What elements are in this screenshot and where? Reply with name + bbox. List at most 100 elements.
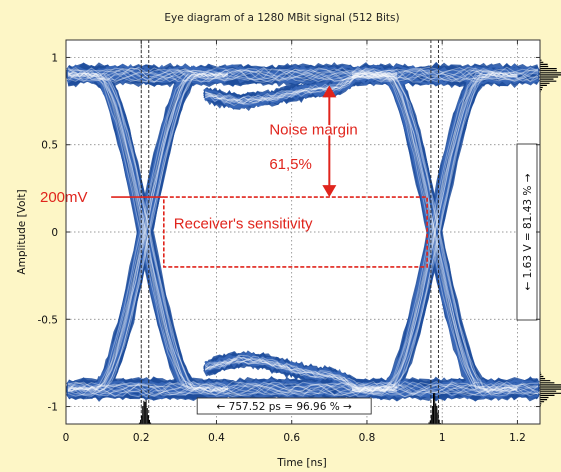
eye-trace-upper-bump — [204, 75, 398, 105]
eye-trace-high — [67, 66, 539, 85]
eye-trace-falling — [351, 73, 518, 393]
eye-trace-rising — [351, 72, 518, 393]
eye-trace-falling — [67, 72, 229, 392]
eye-trace-high — [67, 66, 539, 82]
chart-title: Eye diagram of a 1280 MBit signal (512 B… — [164, 12, 399, 24]
noise-margin-value: 61,5% — [269, 156, 312, 173]
x-axis-ticks: 0 0.2 0.4 0.6 0.8 1 1.2 — [63, 40, 526, 444]
eye-trace-rising — [67, 72, 228, 392]
eye-trace-low — [67, 381, 539, 397]
eye-trace-low — [67, 381, 539, 398]
eye-trace-high — [67, 67, 539, 83]
eye-trace-upper-bump — [204, 73, 398, 105]
eye-trace-falling — [351, 72, 518, 393]
x-tick-label: 0 — [63, 432, 70, 444]
eye-trace-upper-bump — [205, 69, 398, 102]
eye-trace-lower-bump — [204, 356, 398, 392]
eye-trace-high — [67, 66, 539, 83]
eye-trace-falling — [351, 71, 518, 392]
y-tick-label: 0.5 — [41, 140, 58, 152]
eye-trace-low — [67, 381, 539, 398]
eye-trace-falling — [67, 72, 228, 392]
eye-trace-lower-bump — [205, 356, 398, 391]
eye-trace-lower-bump — [204, 355, 398, 391]
x-tick-label: 0.2 — [133, 432, 150, 444]
eye-trace-high — [67, 66, 539, 83]
eye-trace-high — [67, 66, 539, 83]
eye-trace-lower-bump — [205, 356, 398, 393]
eye-trace-lower-bump — [204, 354, 398, 390]
eye-trace-high — [67, 67, 539, 84]
eye-trace-falling — [67, 71, 228, 392]
eye-trace-upper-bump — [205, 74, 398, 107]
eye-trace-low — [67, 379, 539, 400]
eye-trace-falling — [351, 72, 518, 392]
annotations: 200mV Receiver's sensitivity Noise margin 6… — [40, 85, 538, 415]
eye-trace-falling — [351, 71, 518, 392]
eye-trace-low — [67, 380, 539, 399]
y-tick-label: -1 — [48, 402, 58, 414]
eye-trace-rising — [67, 71, 228, 391]
eye-trace-rising — [351, 71, 518, 392]
eye-trace-high — [67, 65, 539, 85]
eye-trace-upper-bump — [204, 71, 398, 101]
x-tick-label: 0.4 — [208, 432, 225, 444]
eye-trace-rising — [351, 72, 518, 392]
eye-trace-falling — [67, 72, 228, 392]
voltage-measure-label: ← 1.63 V = 81.43 % → — [522, 173, 534, 290]
sensitivity-level-label: 200mV — [40, 189, 88, 206]
eye-trace-rising — [67, 72, 229, 392]
eye-trace-high — [67, 66, 539, 82]
eye-trace-falling — [67, 72, 228, 392]
eye-trace-rising — [67, 71, 229, 391]
eye-trace-rising — [351, 72, 518, 393]
eye-trace-low — [67, 380, 539, 397]
eye-trace-upper-bump — [205, 71, 398, 104]
eye-trace-upper-bump — [205, 72, 398, 104]
time-measure-label: ← 757.52 ps = 96.96 % → — [217, 401, 353, 413]
eye-trace-lower-bump — [204, 357, 398, 392]
eye-trace-rising — [351, 71, 518, 393]
x-tick-label: 0.6 — [283, 432, 300, 444]
eye-trace-upper-bump — [204, 70, 398, 102]
eye-trace-rising — [351, 72, 518, 392]
eye-trace-falling — [351, 72, 518, 391]
eye-trace-rising — [67, 72, 228, 393]
y-tick-label: -0.5 — [38, 314, 59, 326]
time-measure-box — [196, 397, 372, 415]
eye-trace-high — [67, 64, 539, 85]
eye-trace-high — [67, 66, 539, 83]
x-tick-label: 1.2 — [509, 432, 526, 444]
eye-trace-falling — [67, 71, 229, 393]
eye-trace-falling — [67, 72, 229, 392]
cursor-lines — [140, 40, 439, 424]
eye-trace-falling — [350, 69, 519, 394]
y-axis-ticks: 1 0.5 0 -0.5 -1 — [38, 52, 540, 414]
eye-trace-falling — [351, 71, 518, 391]
receiver-sensitivity-label: Receiver's sensitivity — [174, 216, 313, 233]
eye-trace-upper-bump — [205, 72, 398, 104]
eye-trace-rising — [351, 69, 519, 396]
eye-trace-rising — [351, 72, 518, 392]
eye-trace-upper-bump — [205, 73, 398, 104]
eye-trace-lower-bump — [204, 359, 398, 394]
eye-traces — [65, 61, 541, 402]
eye-trace-falling — [351, 71, 518, 393]
eye-trace-low — [67, 381, 539, 398]
y-tick-label: 1 — [51, 52, 58, 64]
eye-trace-rising — [67, 69, 229, 391]
eye-trace-falling — [351, 72, 518, 391]
noise-margin-arrow-head-up — [322, 85, 337, 98]
eye-trace-low — [67, 380, 539, 398]
eye-trace-falling — [351, 71, 518, 392]
x-tick-label: 0.8 — [359, 432, 376, 444]
eye-trace-rising — [351, 72, 518, 393]
eye-trace-low — [67, 381, 539, 397]
eye-trace-rising — [67, 72, 228, 392]
eye-trace-falling — [67, 71, 229, 392]
eye-trace-rising — [67, 72, 228, 391]
eye-trace-lower-bump — [204, 360, 398, 394]
eye-trace-rising — [67, 72, 229, 392]
eye-trace-low — [67, 380, 539, 396]
eye-trace-falling — [67, 69, 229, 394]
